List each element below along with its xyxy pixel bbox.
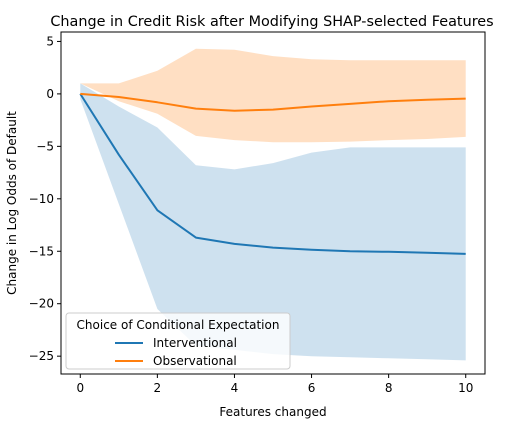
line-observational [80,92,466,112]
plot-area-frame [60,31,486,375]
confidence-bands [80,48,466,361]
legend: Choice of Conditional Expectation Interv… [65,312,291,370]
chart-title: Change in Credit Risk after Modifying SH… [50,14,493,30]
x-tick-label: 10 [458,381,473,395]
y-tick-label: −20 [29,297,54,311]
legend-title: Choice of Conditional Expectation [77,318,280,332]
y-tick-label: −5 [36,139,54,153]
x-tick-label: 0 [76,381,84,395]
legend-label-observational: Observational [153,354,237,368]
legend-box [65,312,291,370]
x-axis-label: Features changed [219,405,326,419]
x-tick-label: 4 [231,381,239,395]
band-interventional [80,83,466,361]
y-tick-label: −15 [29,244,54,258]
x-tick-label: 2 [154,381,162,395]
x-tick-label: 8 [385,381,393,395]
x-tick-label: 6 [308,381,316,395]
y-tick-label: 0 [46,87,54,101]
legend-label-interventional: Interventional [153,336,237,350]
y-tick-label: 5 [46,34,54,48]
x-axis-ticks: 0 2 4 6 8 10 [76,374,473,395]
band-observational [80,48,466,143]
line-interventional [79,93,466,255]
y-axis-label: Change in Log Odds of Default [5,111,19,295]
y-tick-label: −10 [29,192,54,206]
series-lines [79,92,466,255]
y-axis-ticks: 5 0 −5 −10 −15 −20 −25 [29,34,61,363]
y-tick-label: −25 [29,349,54,363]
